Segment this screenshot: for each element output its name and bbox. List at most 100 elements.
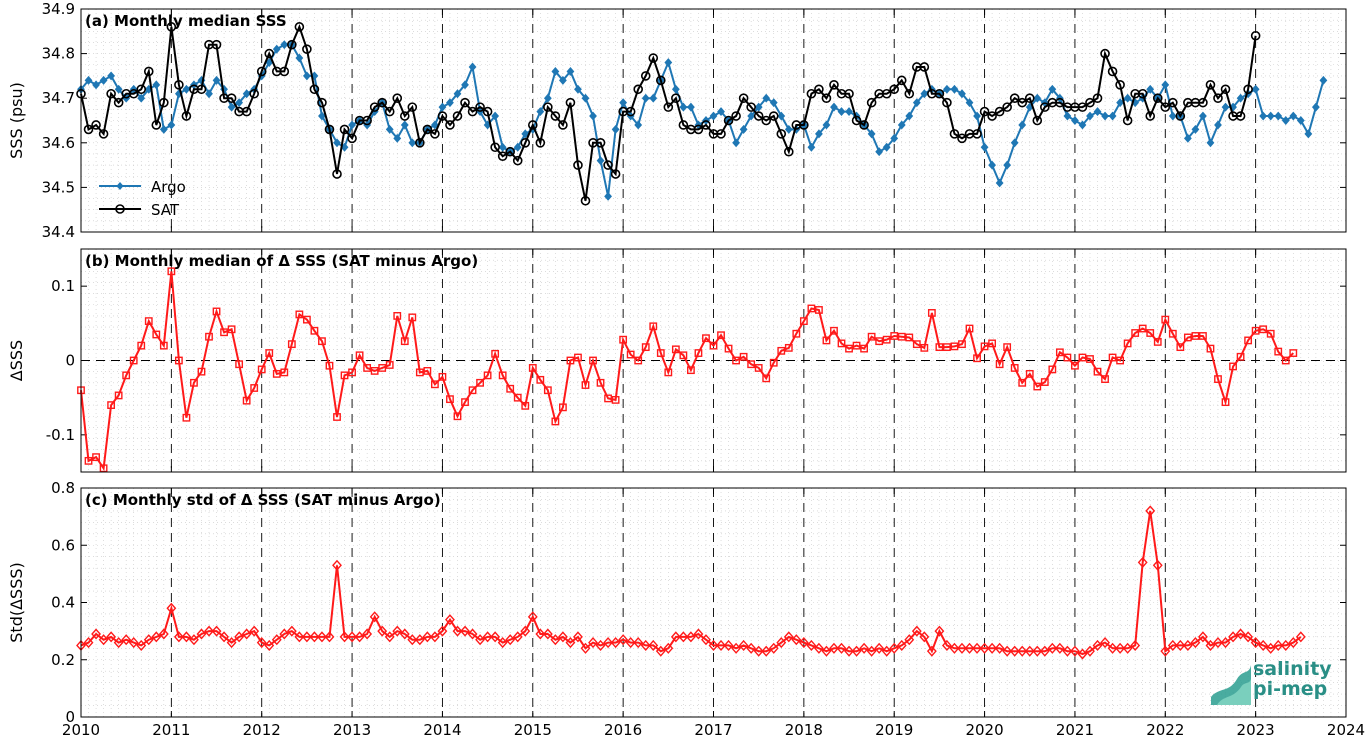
data-point (988, 339, 997, 348)
data-point (512, 155, 523, 166)
data-point (99, 75, 108, 85)
data-point (1153, 338, 1162, 346)
data-point (521, 401, 530, 410)
data-point (1003, 343, 1012, 352)
data-point (1069, 645, 1080, 657)
data-point (671, 93, 681, 103)
data-point (889, 84, 900, 95)
data-point (1288, 637, 1299, 649)
data-point (106, 88, 116, 99)
data-point (896, 639, 907, 651)
data-point (1048, 365, 1057, 374)
y-tick-label: 0.4 (51, 594, 75, 612)
data-point (1040, 102, 1050, 112)
data-point (881, 645, 892, 657)
data-point (717, 107, 725, 117)
data-point (520, 138, 531, 148)
data-point (664, 368, 673, 377)
data-point (1115, 80, 1125, 90)
data-point (144, 317, 153, 326)
data-point (302, 71, 311, 81)
data-point (859, 120, 869, 130)
data-point (822, 336, 831, 345)
data-point (249, 88, 259, 99)
panel-title: (a) Monthly median SSS (85, 12, 287, 30)
data-point (746, 642, 757, 654)
data-point (362, 115, 372, 126)
data-point (830, 102, 838, 112)
data-point (136, 639, 147, 651)
data-point (580, 195, 591, 206)
data-point (557, 631, 568, 643)
data-point (400, 337, 409, 346)
data-point (1085, 97, 1095, 108)
y-axis-label: ΔSSS (7, 340, 26, 381)
data-point (911, 625, 922, 637)
data-point (190, 378, 198, 387)
data-point (347, 631, 358, 643)
data-point (333, 413, 341, 421)
data-point (625, 637, 636, 649)
data-point (310, 326, 319, 335)
data-point (807, 142, 816, 152)
data-point (506, 384, 515, 393)
data-point (603, 637, 614, 649)
data-point (634, 356, 643, 365)
data-point (1220, 637, 1231, 649)
data-point (1266, 111, 1275, 121)
data-point (84, 456, 93, 465)
data-point (912, 340, 921, 349)
data-point (1062, 645, 1073, 657)
data-point (377, 625, 388, 637)
data-point (1092, 639, 1103, 651)
data-point (1205, 639, 1216, 651)
data-point (369, 102, 380, 112)
data-point (1146, 84, 1155, 94)
legend: Argo SAT (99, 178, 186, 219)
data-point (596, 378, 605, 387)
logo-line2: pi-mep (1253, 678, 1327, 700)
data-point (309, 631, 320, 643)
data-point (754, 364, 763, 372)
data-point (317, 97, 327, 108)
data-point (339, 631, 350, 643)
data-point (1131, 329, 1140, 337)
data-point (934, 625, 945, 637)
data-point (995, 360, 1004, 369)
data-point (806, 88, 817, 99)
data-point (324, 124, 335, 135)
data-point (1175, 111, 1186, 121)
panel-title: (b) Monthly median of Δ SSS (SAT minus A… (85, 252, 478, 270)
data-point (1116, 98, 1125, 108)
data-point (333, 138, 341, 148)
data-point (1145, 111, 1156, 121)
data-point (821, 645, 832, 657)
data-point (143, 66, 154, 77)
plot-frame (80, 8, 1347, 233)
data-point (559, 75, 567, 85)
data-point (768, 642, 779, 654)
data-point (378, 364, 387, 372)
panel-b: -0.1 0 0.1 (b) Monthly median of Δ SSS (SAT… (7, 248, 1347, 473)
data-point (211, 625, 222, 637)
x-tick-label: 2023 (1237, 721, 1275, 739)
data-point (980, 142, 989, 152)
data-point (543, 102, 553, 112)
data-point (739, 352, 748, 361)
data-point (91, 120, 101, 130)
data-point (1115, 642, 1126, 654)
y-tick-label: 0.8 (51, 479, 75, 497)
data-point (987, 642, 998, 654)
data-point (302, 44, 312, 54)
data-point (958, 340, 966, 349)
y-tick-label: -0.1 (46, 426, 75, 444)
data-point (249, 625, 260, 637)
data-point (385, 124, 394, 134)
data-point (799, 120, 809, 130)
data-point (964, 642, 975, 654)
data-point (942, 97, 952, 108)
data-point (174, 80, 184, 90)
data-point (904, 88, 915, 99)
data-point (776, 637, 787, 649)
data-point (1055, 348, 1064, 357)
